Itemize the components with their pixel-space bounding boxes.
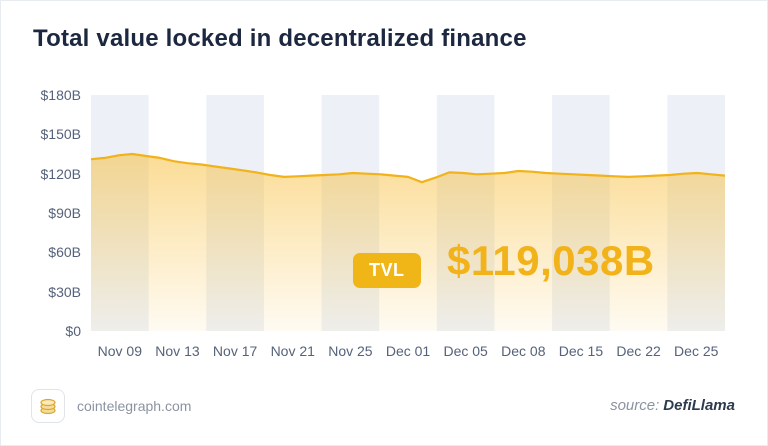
y-tick-label: $180B [40, 87, 81, 103]
x-tick-label: Nov 09 [97, 343, 142, 359]
x-tick-label: Nov 25 [328, 343, 373, 359]
y-tick-label: $0 [65, 323, 81, 339]
y-axis-labels: $180B $150B $120B $90B $60B $30B $0 [19, 87, 81, 339]
y-tick-label: $150B [40, 126, 81, 143]
page-title: Total value locked in decentralized fina… [33, 25, 527, 52]
x-tick-label: Dec 08 [501, 343, 546, 359]
footer-brand: cointelegraph.com [31, 389, 191, 423]
y-tick-label: $90B [48, 205, 81, 221]
x-tick-label: Dec 15 [558, 343, 604, 359]
y-tick-label: $60B [48, 244, 81, 261]
x-tick-label: Nov 21 [270, 343, 315, 359]
x-tick-label: Dec 01 [385, 343, 431, 359]
tvl-line [91, 152, 725, 184]
y-tick-label: $120B [40, 165, 81, 182]
coin-stack-icon [40, 398, 56, 415]
x-tick-label: Nov 13 [155, 343, 200, 359]
brand-text: cointelegraph.com [77, 398, 192, 414]
plot-svg [91, 95, 725, 331]
cointelegraph-logo [31, 389, 65, 423]
source-value: DefiLlama [663, 397, 735, 414]
x-tick-label: Dec 25 [674, 343, 719, 359]
source-label: source: [610, 397, 660, 414]
x-tick-label: Dec 22 [616, 343, 661, 359]
tvl-area-fill [91, 154, 725, 331]
y-tick-label: $30B [48, 283, 81, 300]
x-tick-label: Nov 17 [212, 343, 258, 359]
tvl-area-chart: TVL $119,038B [91, 95, 725, 331]
x-axis-labels: Nov 09 Nov 13 Nov 17 Nov 21 Nov 25 Dec 01 Dec … [91, 343, 725, 363]
x-tick-label: Dec 05 [443, 343, 488, 359]
source-credit: source: DefiLlama [610, 397, 735, 414]
